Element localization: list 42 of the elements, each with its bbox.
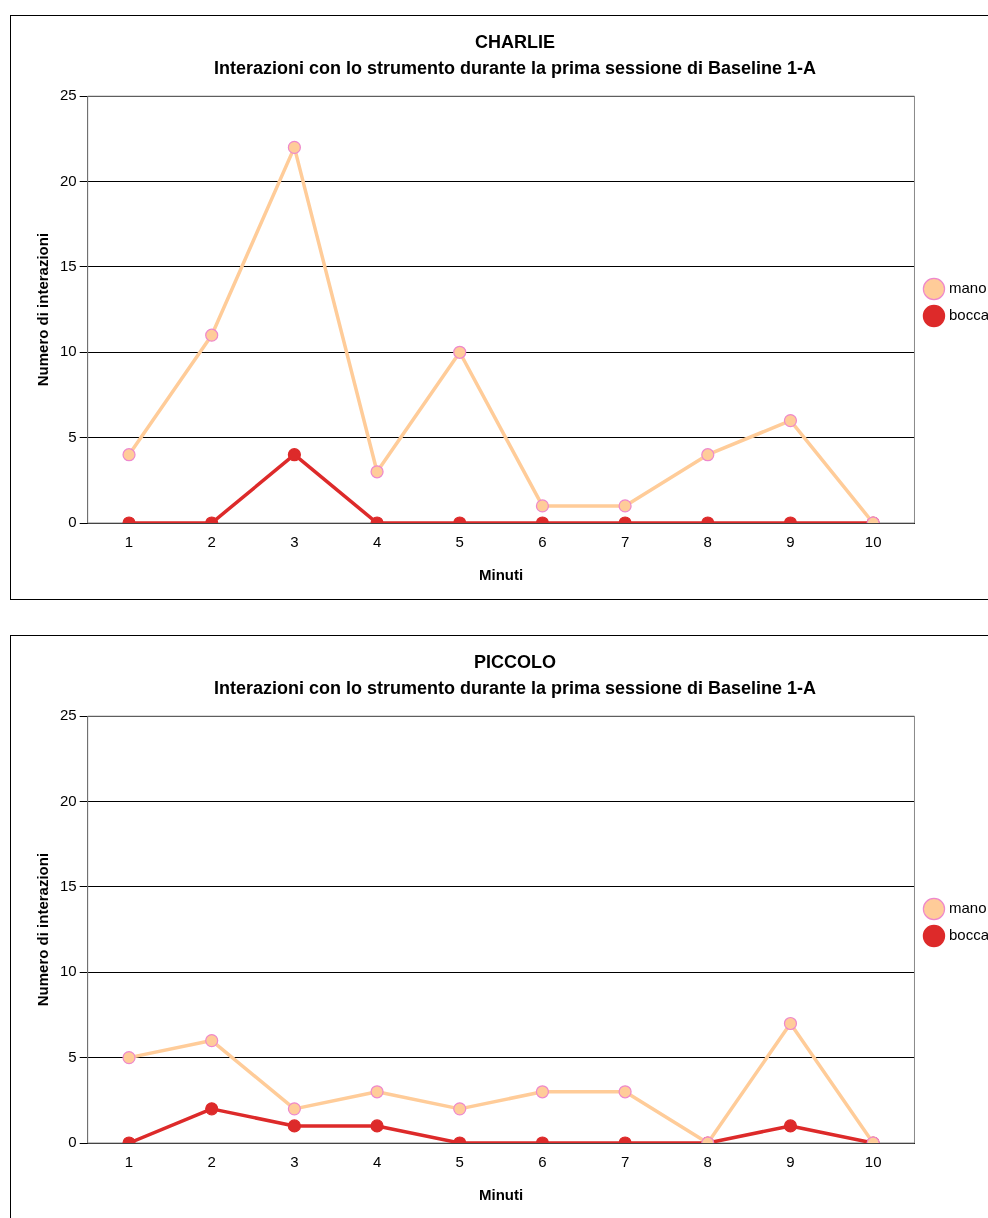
y-tick-label: 15 — [60, 877, 77, 895]
x-tick-label: 7 — [620, 1153, 630, 1171]
x-tick-label: 6 — [538, 533, 547, 551]
chart-title: PICCOLO — [473, 652, 557, 673]
chart-subtitle: Interazioni con lo strumento durante la prima sessione di Baseline 1-A — [213, 58, 817, 79]
x-tick-label: 10 — [864, 533, 882, 551]
y-tick-label: 25 — [60, 706, 77, 724]
x-axis-title: Minuti — [479, 566, 524, 584]
x-axis-title: Minuti — [479, 1186, 524, 1204]
legend-label: mano — [948, 899, 987, 917]
chart-subtitle: Interazioni con lo strumento durante la prima sessione di Baseline 1-A — [213, 678, 817, 699]
x-tick-label: 1 — [124, 1153, 134, 1171]
x-tick-label: 4 — [372, 1153, 382, 1171]
x-tick-label: 4 — [372, 533, 382, 551]
x-tick-label: 2 — [207, 1153, 216, 1171]
y-axis-title: Numero di interazioni — [34, 232, 52, 387]
y-tick-label: 25 — [60, 86, 77, 104]
x-tick-label: 2 — [207, 533, 216, 551]
x-tick-label: 9 — [786, 1153, 795, 1171]
x-tick-label: 3 — [290, 1153, 299, 1171]
y-tick-label: 20 — [60, 791, 77, 809]
y-tick-label: 15 — [60, 257, 77, 275]
x-tick-label: 8 — [703, 533, 712, 551]
y-tick-label: 10 — [60, 962, 77, 980]
chart-title: CHARLIE — [475, 32, 555, 53]
y-tick-label: 0 — [68, 1133, 77, 1151]
x-tick-label: 6 — [538, 1153, 547, 1171]
x-tick-label: 10 — [864, 1153, 882, 1171]
legend-label: mano — [948, 279, 987, 297]
x-tick-label: 5 — [455, 533, 464, 551]
y-tick-label: 20 — [60, 171, 77, 189]
x-tick-label: 3 — [290, 533, 299, 551]
y-axis-title: Numero di interazioni — [34, 852, 52, 1007]
x-tick-label: 9 — [786, 533, 795, 551]
x-tick-label: 1 — [124, 533, 134, 551]
y-tick-label: 0 — [68, 513, 77, 531]
y-tick-label: 5 — [68, 1047, 77, 1065]
x-tick-label: 5 — [455, 1153, 464, 1171]
x-tick-label: 8 — [703, 1153, 712, 1171]
x-tick-label: 7 — [620, 533, 630, 551]
y-tick-label: 10 — [60, 342, 77, 360]
y-tick-label: 5 — [68, 427, 77, 445]
